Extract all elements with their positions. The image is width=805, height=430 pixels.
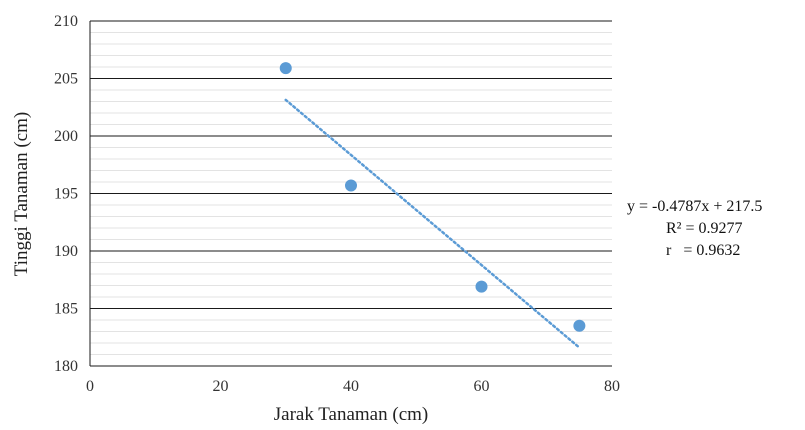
- x-tick-label: 40: [343, 378, 359, 395]
- x-tick-label: 20: [213, 378, 229, 395]
- x-axis-label: Jarak Tanaman (cm): [274, 404, 428, 425]
- x-tick-label: 60: [474, 378, 490, 395]
- data-point: [573, 319, 586, 332]
- trendline-path: [284, 98, 581, 349]
- tick-labels: 0 20 40 60 80 180 185 190 195 200 205 210: [54, 13, 620, 395]
- x-tick-label: 0: [86, 378, 94, 395]
- r-label: r = 0.9632: [666, 242, 741, 259]
- data-point: [279, 62, 292, 75]
- y-tick-label: 195: [54, 186, 78, 203]
- y-tick-label: 200: [54, 128, 78, 145]
- data-point: [345, 179, 357, 192]
- y-axis-label: Tinggi Tanaman (cm): [11, 112, 32, 276]
- y-tick-label: 210: [54, 13, 78, 30]
- trendline-equation: y = -0.4787x + 217.5: [627, 198, 763, 215]
- axes: [89, 21, 612, 367]
- y-tick-label: 190: [54, 243, 78, 260]
- r-squared-label: R² = 0.9277: [666, 220, 743, 237]
- trendline: [284, 98, 581, 349]
- data-points: [279, 62, 586, 332]
- x-tick-label: 80: [604, 378, 620, 395]
- y-tick-label: 180: [54, 358, 78, 375]
- y-tick-label: 185: [54, 301, 78, 318]
- major-gridlines: [90, 20, 612, 367]
- data-point: [475, 280, 488, 293]
- y-tick-label: 205: [54, 71, 78, 88]
